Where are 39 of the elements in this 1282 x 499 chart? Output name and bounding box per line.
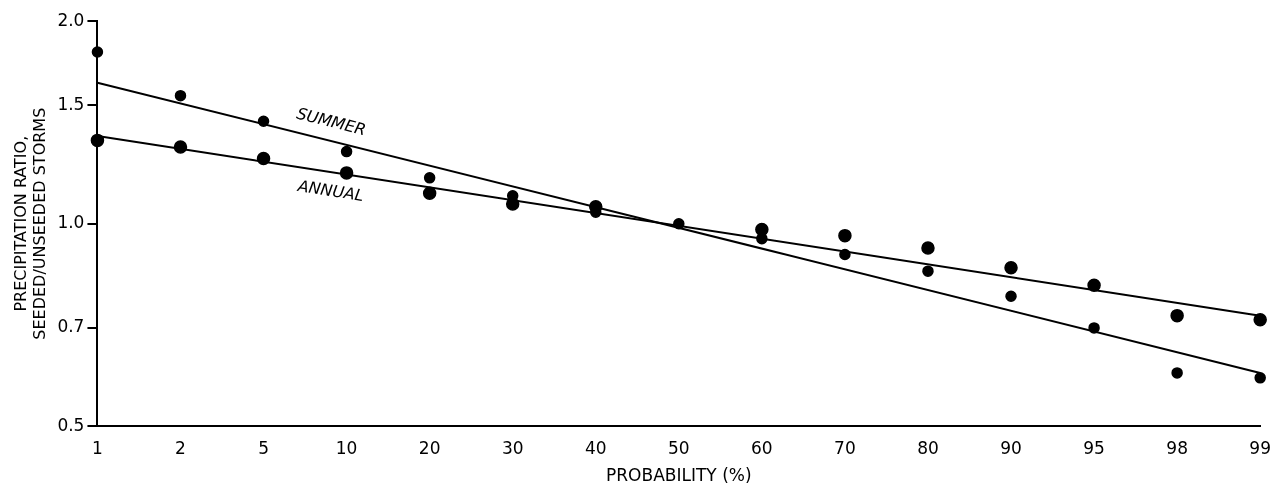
- x-tick-label: 50: [667, 437, 690, 458]
- x-axis-title: PROBABILITY (%): [606, 465, 752, 486]
- x-tick-label: 95: [1083, 437, 1105, 458]
- x-tick-label: 2: [175, 437, 186, 458]
- y-tick-label: 1.5: [57, 93, 85, 114]
- x-tick-label: 10: [335, 437, 358, 458]
- x-tick-label: 60: [751, 437, 773, 458]
- x-tick-label: 30: [501, 437, 524, 458]
- text: ANNUAL: [295, 175, 366, 205]
- y-tick-label: 2.0: [57, 9, 85, 30]
- y-axis-title: PRECIPITATION RATIO, SEEDED/UNSEEDED STORMS: [10, 107, 49, 340]
- point: [1004, 261, 1018, 275]
- point: [838, 228, 852, 243]
- point: [91, 46, 104, 58]
- x-tick-label: 90: [1000, 437, 1022, 458]
- x-tick-label: 99: [1249, 437, 1271, 458]
- x-tick-label: 5: [258, 437, 269, 458]
- point: [340, 145, 353, 158]
- x-tick-label: 80: [917, 437, 939, 458]
- point: [922, 265, 934, 277]
- point: [921, 241, 935, 255]
- x-tick-label: 20: [418, 437, 441, 458]
- point: [174, 89, 187, 102]
- point: [423, 172, 436, 184]
- y-tick-label: 0.7: [57, 316, 85, 337]
- point: [1171, 367, 1183, 379]
- x-tick-label: 40: [584, 437, 607, 458]
- point: [422, 186, 437, 200]
- y-tick-label: 0.5: [57, 414, 85, 435]
- y-tick-label: 1.0: [57, 212, 85, 233]
- x-tick-label: 70: [834, 437, 856, 458]
- text: SUMMER: [294, 103, 368, 140]
- x-tick-label: 98: [1166, 437, 1188, 458]
- point: [1254, 372, 1266, 384]
- point: [1253, 312, 1267, 327]
- x-tick-label: 1: [92, 437, 103, 458]
- point: [90, 133, 105, 148]
- point: [1170, 308, 1184, 323]
- point: [1005, 290, 1017, 303]
